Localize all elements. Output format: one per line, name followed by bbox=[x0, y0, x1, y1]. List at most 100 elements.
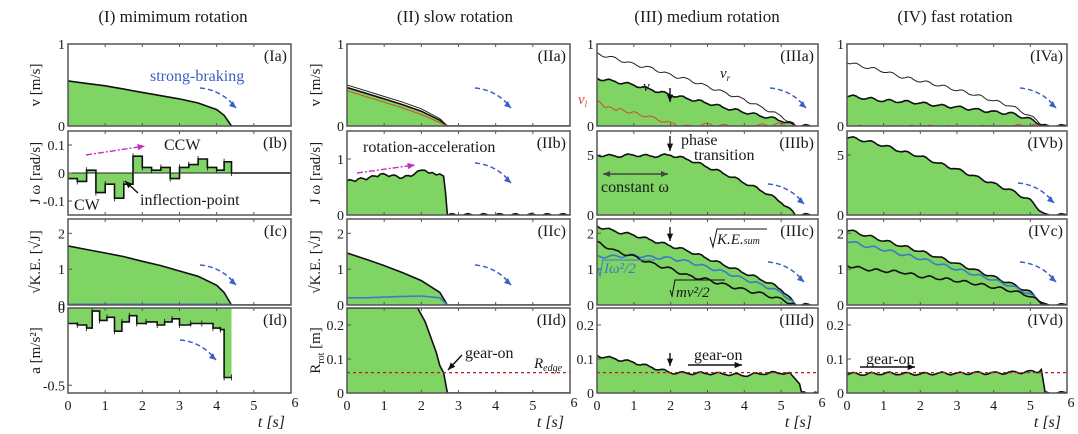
braking-arrow bbox=[767, 261, 805, 283]
x-tick-label: 3 bbox=[176, 399, 183, 414]
rotation-accel-arrow-head bbox=[407, 162, 415, 170]
x-tick-label: 4 bbox=[213, 399, 220, 414]
y-tick-label: 0.2 bbox=[577, 319, 595, 334]
panel-label: (Ia) bbox=[264, 48, 287, 65]
y-tick-label: 0.1 bbox=[327, 353, 345, 368]
plot-area bbox=[68, 245, 291, 305]
y-tick-label: 0.1 bbox=[577, 353, 595, 368]
annotation-v: v bbox=[643, 79, 650, 95]
rotation-accel-arrow bbox=[356, 164, 416, 174]
annotation-rot-ke: Iω²/2 bbox=[603, 261, 636, 277]
plot-area bbox=[347, 169, 570, 215]
column-title: (III) medium rotation bbox=[634, 7, 780, 26]
panel-IIIb: 0 5 (IIIb) bbox=[587, 130, 819, 224]
y-tick-label: 0 bbox=[58, 299, 65, 314]
x-tick-label: 1 bbox=[880, 399, 887, 414]
y-tick-label: -0.5 bbox=[43, 379, 65, 394]
sqrt-sign bbox=[669, 279, 725, 298]
plot-area bbox=[597, 225, 818, 305]
subscript: edge bbox=[543, 363, 562, 374]
panel-IIIa: 0 1 (IIIa) bbox=[587, 38, 819, 135]
transition-arrow-c-head bbox=[666, 233, 674, 241]
panel-IIa: 0 1 (IIa) bbox=[337, 38, 571, 135]
y-tick-label: 0 bbox=[337, 387, 344, 402]
ccw-arrow bbox=[85, 145, 146, 156]
series-line-v_r bbox=[847, 62, 1046, 126]
ccw-arrow-head bbox=[137, 144, 145, 151]
braking-arrow-head bbox=[797, 197, 804, 204]
y-tick-label: 1 bbox=[337, 153, 344, 168]
braking-arrow bbox=[199, 87, 237, 109]
x-tick-label: 1 bbox=[630, 399, 637, 414]
subscript: rot bbox=[316, 352, 327, 363]
panel-IVc: 0 1 2 (IVc) bbox=[837, 218, 1068, 314]
inflection-arrow-head bbox=[125, 181, 133, 189]
series-line-v_l bbox=[347, 90, 448, 126]
gear-on-arrow-head bbox=[734, 361, 742, 369]
series-fill-ω bbox=[847, 136, 1067, 215]
x-tick-label: 2 bbox=[667, 399, 674, 414]
constant-omega-head-right bbox=[661, 171, 668, 177]
annotation-inflection: inflection-point bbox=[140, 192, 240, 209]
panel-label: (IVc) bbox=[1028, 223, 1063, 240]
panel-IVb: 0 5 (IVb) bbox=[837, 130, 1068, 224]
y-tick-label: 0 bbox=[337, 209, 344, 224]
series-line-v_r bbox=[597, 52, 797, 126]
x-tick-label: 6 bbox=[571, 396, 578, 411]
plot-area bbox=[847, 62, 1067, 126]
braking-arrow bbox=[1017, 182, 1055, 204]
y-tick-label: 2 bbox=[587, 227, 594, 242]
x-axis-label: t [s] bbox=[537, 414, 564, 431]
annotation-v-l: vl bbox=[578, 92, 588, 109]
plot-area bbox=[597, 354, 818, 393]
y-tick-label: 0 bbox=[587, 299, 594, 314]
braking-arrow bbox=[474, 87, 512, 109]
braking-arrow-head bbox=[1049, 275, 1056, 282]
series-line-v_r bbox=[347, 84, 448, 126]
panel-label: (IVa) bbox=[1030, 48, 1063, 65]
panel-IIIc: 0 1 2 (IIIc) bbox=[587, 218, 819, 314]
y-tick-label: 1 bbox=[837, 263, 844, 278]
series-line-v bbox=[597, 77, 818, 126]
series-line-√K.E.sum bbox=[847, 229, 1067, 305]
series-fill-R_rot bbox=[847, 369, 1067, 393]
braking-arrow bbox=[179, 339, 217, 361]
panel-label: (IIb) bbox=[537, 135, 566, 152]
y-tick-label: 5 bbox=[587, 149, 594, 164]
annotation-cw: CW bbox=[74, 197, 101, 214]
annotation-r-edge: Redge bbox=[533, 356, 563, 374]
sqrt-sign bbox=[709, 228, 767, 249]
x-tick-label: 3 bbox=[704, 399, 711, 414]
plot-area bbox=[847, 229, 1067, 305]
y-axis-label: v [m/s] bbox=[28, 64, 44, 107]
plot-area bbox=[847, 135, 1067, 215]
annotation-phase: phase bbox=[681, 132, 717, 149]
y-tick-label: 0 bbox=[58, 167, 65, 182]
column-title: (IV) fast rotation bbox=[897, 7, 1013, 26]
y-axis-label: a [m/s²] bbox=[28, 327, 44, 374]
panel-Id: -0.50(Id)0 1 2 3 4 5 6t [s] bbox=[43, 302, 299, 431]
braking-arrow bbox=[199, 264, 237, 286]
x-tick-label: 2 bbox=[418, 399, 425, 414]
y-tick-label: 0.2 bbox=[327, 319, 345, 334]
y-tick-label: -0.1 bbox=[43, 195, 65, 210]
y-tick-label: 0 bbox=[337, 299, 344, 314]
annotation-gear-on: gear-on bbox=[866, 351, 915, 368]
series-fill-R_rot bbox=[347, 308, 570, 393]
y-axis-label: √K.E. [√J] bbox=[308, 230, 324, 294]
annotation-rotation-acceleration: rotation-acceleration bbox=[363, 139, 495, 156]
braking-arrow-head bbox=[209, 353, 216, 360]
panel-label: (IId) bbox=[537, 312, 566, 329]
plot-area bbox=[68, 80, 291, 126]
y-tick-label: 1 bbox=[587, 263, 594, 278]
series-fill-ω bbox=[597, 154, 818, 215]
panel-Ib: -0.1 0 0.1 (Ib) bbox=[43, 130, 292, 216]
x-tick-label: 5 bbox=[778, 399, 785, 414]
x-tick-label: 0 bbox=[344, 399, 351, 414]
x-tick-label: 3 bbox=[954, 399, 961, 414]
series-fill-√K.E.sum bbox=[347, 253, 570, 305]
braking-arrow-head bbox=[1049, 101, 1056, 108]
x-tick-label: 5 bbox=[529, 399, 536, 414]
series-line-√Iω²/2 bbox=[347, 295, 448, 305]
panel-label: (Ib) bbox=[263, 135, 287, 152]
